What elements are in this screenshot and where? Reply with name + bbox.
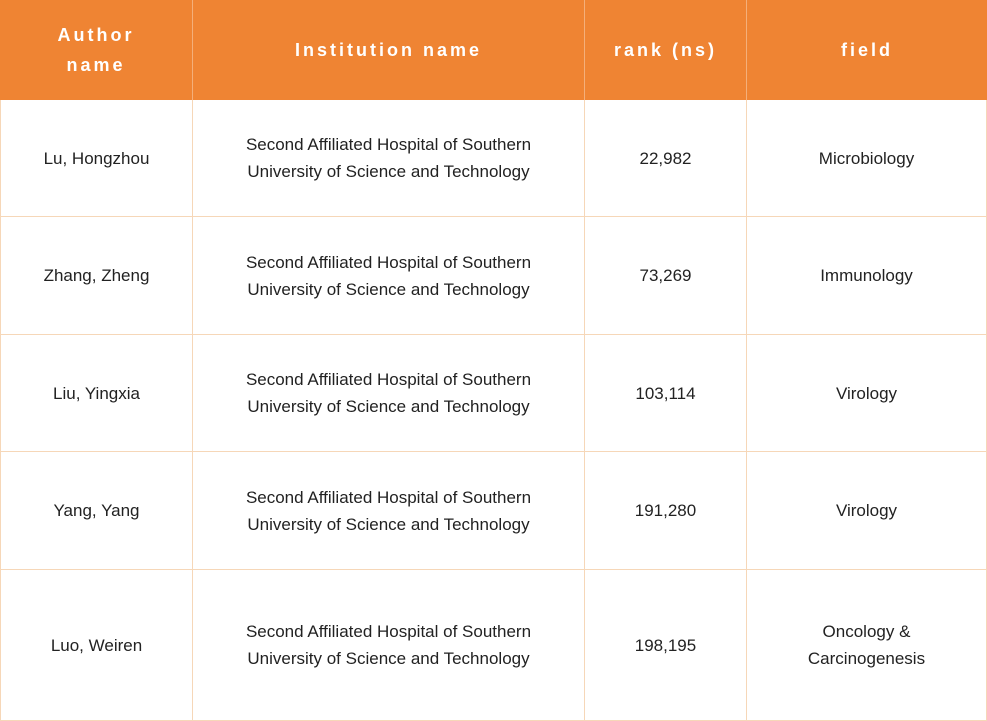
- column-header-label: field: [840, 40, 893, 60]
- column-header-institution: Institution name: [193, 0, 585, 100]
- author-cell: Luo, Weiren: [0, 570, 193, 721]
- column-header-label: rank (ns): [613, 40, 718, 60]
- author-cell: Yang, Yang: [0, 452, 193, 570]
- field-cell: Microbiology: [747, 100, 987, 217]
- institution-cell: Second Affiliated Hospital of Southern U…: [193, 570, 585, 721]
- institution-cell: Second Affiliated Hospital of Southern U…: [193, 335, 585, 452]
- column-header-label: Institution name: [295, 40, 482, 60]
- author-cell: Lu, Hongzhou: [0, 100, 193, 217]
- author-cell: Zhang, Zheng: [0, 217, 193, 335]
- institution-cell: Second Affiliated Hospital of Southern U…: [193, 452, 585, 570]
- author-cell: Liu, Yingxia: [0, 335, 193, 452]
- rank-cell: 198,195: [585, 570, 747, 721]
- column-header-field: field: [747, 0, 987, 100]
- rank-cell: 73,269: [585, 217, 747, 335]
- column-header-rank: rank (ns): [585, 0, 747, 100]
- rank-cell: 103,114: [585, 335, 747, 452]
- field-cell: Virology: [747, 335, 987, 452]
- column-header-author: Author name: [0, 0, 193, 100]
- field-cell: Virology: [747, 452, 987, 570]
- rank-cell: 191,280: [585, 452, 747, 570]
- rank-cell: 22,982: [585, 100, 747, 217]
- column-header-label: Author name: [57, 25, 135, 75]
- institution-cell: Second Affiliated Hospital of Southern U…: [193, 100, 585, 217]
- field-cell: Immunology: [747, 217, 987, 335]
- institution-cell: Second Affiliated Hospital of Southern U…: [193, 217, 585, 335]
- field-cell: Oncology & Carcinogenesis: [747, 570, 987, 721]
